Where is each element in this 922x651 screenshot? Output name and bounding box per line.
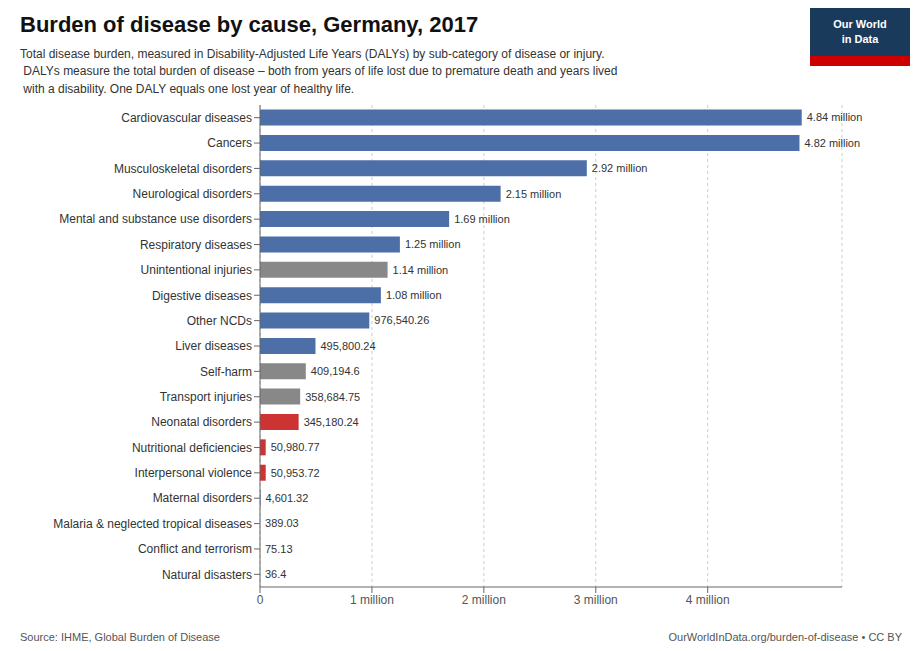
- svg-text:Liver diseases: Liver diseases: [175, 339, 252, 353]
- svg-text:36.4: 36.4: [265, 568, 286, 580]
- svg-text:2 million: 2 million: [462, 593, 506, 607]
- svg-text:2.15 million: 2.15 million: [506, 188, 562, 200]
- html-text:DALYs measure the total burden: DALYs measure the total burden of diseas…: [20, 64, 618, 79]
- svg-text:976,540.26: 976,540.26: [374, 314, 429, 326]
- svg-text:Respiratory diseases: Respiratory diseases: [140, 238, 252, 252]
- html-text:Burden of disease by cause, Ge: Burden of disease by cause, Germany, 201…: [20, 12, 479, 37]
- svg-text:Neurological disorders: Neurological disorders: [133, 187, 252, 201]
- svg-text:1 million: 1 million: [350, 593, 394, 607]
- svg-text:1.14 million: 1.14 million: [393, 264, 449, 276]
- svg-text:Other NCDs: Other NCDs: [187, 314, 252, 328]
- svg-text:Cancers: Cancers: [207, 136, 252, 150]
- svg-text:Digestive diseases: Digestive diseases: [152, 289, 252, 303]
- svg-text:Malaria & neglected tropical d: Malaria & neglected tropical diseases: [53, 517, 252, 531]
- svg-text:75.13: 75.13: [265, 543, 293, 555]
- svg-text:358,684.75: 358,684.75: [305, 391, 360, 403]
- svg-text:Musculoskeletal disorders: Musculoskeletal disorders: [114, 162, 252, 176]
- svg-text:2.92 million: 2.92 million: [592, 162, 648, 174]
- svg-text:1.69 million: 1.69 million: [454, 213, 510, 225]
- html-text:in Data: in Data: [841, 33, 879, 46]
- html-text:with a disability. One DALY eq: with a disability. One DALY equals one l…: [20, 81, 355, 96]
- svg-text:495,800.24: 495,800.24: [320, 340, 375, 352]
- svg-text:Maternal disorders: Maternal disorders: [153, 491, 252, 505]
- html-text:Our World: Our World: [833, 18, 887, 30]
- svg-text:Unintentional injuries: Unintentional injuries: [141, 263, 252, 277]
- html-text:OurWorldInData.org/burden-of-d: OurWorldInData.org/burden-of-disease • C…: [668, 631, 902, 643]
- html-text:Total disease burden, measured: Total disease burden, measured in Disabi…: [20, 47, 605, 61]
- svg-text:1.25 million: 1.25 million: [405, 238, 461, 250]
- svg-text:Interpersonal violence: Interpersonal violence: [135, 466, 253, 480]
- svg-text:409,194.6: 409,194.6: [311, 365, 360, 377]
- svg-text:4,601.32: 4,601.32: [266, 492, 309, 504]
- svg-text:4.84 million: 4.84 million: [807, 111, 863, 123]
- svg-text:Cardiovascular diseases: Cardiovascular diseases: [121, 111, 252, 125]
- html-text:Source: IHME, Global Burden of: Source: IHME, Global Burden of Disease: [20, 631, 220, 643]
- svg-text:345,180.24: 345,180.24: [304, 416, 359, 428]
- svg-text:4.82 million: 4.82 million: [804, 137, 860, 149]
- svg-text:Mental and substance use disor: Mental and substance use disorders: [59, 212, 252, 226]
- svg-text:Transport injuries: Transport injuries: [160, 390, 252, 404]
- svg-text:Natural disasters: Natural disasters: [162, 568, 252, 582]
- svg-text:0: 0: [257, 593, 264, 607]
- svg-text:3 million: 3 million: [574, 593, 618, 607]
- svg-text:50,953.72: 50,953.72: [271, 467, 320, 479]
- svg-text:1.08 million: 1.08 million: [386, 289, 442, 301]
- svg-text:Conflict and terrorism: Conflict and terrorism: [138, 542, 252, 556]
- svg-text:389.03: 389.03: [265, 517, 299, 529]
- svg-text:Self-harm: Self-harm: [200, 365, 252, 379]
- svg-text:50,980.77: 50,980.77: [271, 441, 320, 453]
- svg-text:Neonatal disorders: Neonatal disorders: [151, 415, 252, 429]
- svg-text:4 million: 4 million: [686, 593, 730, 607]
- svg-text:Nutritional deficiencies: Nutritional deficiencies: [132, 441, 252, 455]
